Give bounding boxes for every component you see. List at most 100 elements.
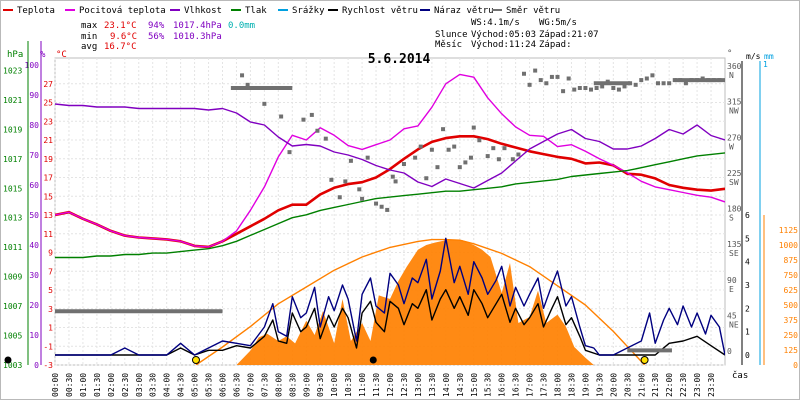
wind-dir-tick: 315 — [727, 98, 742, 107]
wind-dir-point — [329, 177, 334, 182]
wind-dir-tick: 225 — [727, 169, 742, 178]
wind-dir-point — [622, 84, 627, 89]
wind-dir-point — [365, 155, 370, 160]
series-layer — [55, 68, 725, 364]
x-tick-label: 11:30 — [372, 373, 381, 397]
wind-dir-tick-letter: W — [729, 142, 734, 151]
x-tick-label: 06:00 — [219, 373, 228, 397]
pressure-tick: 1013 — [3, 214, 22, 223]
wind-speed-tick: 4 — [745, 258, 750, 267]
temperature-tick: 21 — [43, 136, 53, 145]
wind-dir-point — [527, 82, 532, 87]
sun-rise: Východ:05:03 — [471, 30, 536, 40]
stats-block: max 23.1°C 94% 1017.4hPa 0.0mm min 9.6°C… — [81, 21, 255, 52]
temperature-tick: 7 — [48, 267, 53, 276]
x-tick-label: 19:30 — [595, 373, 604, 397]
chart-title: 5.6.2014 — [368, 52, 431, 67]
solar-tick: 375 — [784, 316, 799, 325]
temperature-tick: 13 — [43, 211, 53, 220]
pressure-tick: 1023 — [3, 66, 22, 75]
x-tick-label: 21:30 — [651, 373, 660, 397]
moon-label: Měsíc — [435, 40, 462, 50]
x-tick-label: 17:00 — [526, 373, 535, 397]
wind-dir-point — [413, 155, 418, 160]
solar-tick: 125 — [784, 346, 799, 355]
x-tick-label: 09:00 — [302, 373, 311, 397]
series-feels_like-line — [55, 73, 725, 248]
sunset-marker — [640, 356, 649, 364]
wind-speed-info: WS:4.1m/s — [471, 18, 520, 28]
wind-dir-tick-letter: SW — [729, 178, 739, 187]
x-tick-label: 14:00 — [442, 373, 451, 397]
wind-dir-point — [611, 86, 616, 90]
wind-gust-info: WG:5m/s — [539, 18, 577, 28]
wind-dir-point — [452, 144, 457, 149]
wind-dir-point — [633, 82, 638, 87]
wind-dir-point — [287, 150, 292, 155]
wind-speed-axis-label: m/s — [746, 52, 761, 61]
wind-dir-point — [390, 174, 395, 179]
axes-layer: 00:00 00:30 01:00 01:30 02:00 02:30 03:00 03:30… — [3, 41, 798, 397]
x-tick-label: 00:00 — [51, 373, 60, 397]
wind-dir-tick: 90 — [727, 276, 737, 285]
wind-dir-point — [343, 179, 348, 184]
x-tick-label: 22:30 — [679, 373, 688, 397]
temperature-axis-label: °C — [56, 50, 67, 60]
wind-dir-point — [661, 81, 666, 86]
wind-dir-point — [561, 89, 566, 94]
wind-dir-point — [594, 86, 599, 90]
x-tick-label: 03:00 — [135, 373, 144, 397]
wind-dir-point — [510, 157, 515, 162]
stats-max-temp: 23.1°C — [104, 21, 137, 31]
pressure-tick: 1007 — [3, 302, 22, 311]
pressure-tick: 1011 — [3, 243, 22, 252]
wind-speed-tick: 2 — [745, 304, 750, 313]
wind-dir-tick-letter: SE — [729, 249, 739, 258]
wind-speed-tick: 5 — [745, 234, 750, 243]
x-tick-label: 07:00 — [246, 373, 255, 397]
x-tick-label: 22:00 — [665, 373, 674, 397]
wind-dir-point — [555, 74, 560, 79]
x-tick-label: 03:30 — [149, 373, 158, 397]
sun-set: Západ:21:07 — [539, 30, 599, 40]
wind-dir-point — [502, 146, 507, 151]
moon-rise: Východ:11:24 — [471, 40, 536, 50]
wind-speed-tick: 0 — [745, 351, 750, 360]
humidity-axis-label: % — [40, 50, 46, 60]
x-tick-label: 23:30 — [707, 373, 716, 397]
wind-dir-point — [463, 160, 468, 165]
wind-dir-point — [600, 84, 605, 89]
wind-dir-point — [616, 87, 621, 92]
temperature-tick: 1 — [48, 324, 53, 333]
wind-dir-point — [577, 86, 582, 90]
x-axis-label: čas — [732, 370, 748, 381]
wind-dir-point — [240, 73, 245, 78]
x-tick-label: 21:00 — [637, 373, 646, 397]
wind-dir-point — [385, 207, 390, 212]
wind-dir-point — [491, 146, 496, 151]
wind-dir-point — [639, 78, 644, 83]
x-tick-label: 10:00 — [330, 373, 339, 397]
solar-tick: 500 — [784, 301, 799, 310]
temperature-tick: 27 — [43, 80, 53, 89]
x-tick-label: 04:30 — [177, 373, 186, 397]
sun-label: Slunce — [435, 30, 468, 40]
x-tick-label: 16:30 — [512, 373, 521, 397]
wind-dir-point — [262, 101, 267, 106]
pressure-tick: 1021 — [3, 96, 22, 105]
wind-dir-point — [656, 81, 660, 86]
legend: Teplota Pocitová teplota Vlhkost Tlak Srážky… — [3, 6, 560, 16]
legend-label: Tlak — [245, 6, 267, 16]
stats-avg-temp: 16.7°C — [104, 42, 137, 52]
wind-dir-point — [516, 152, 521, 157]
pressure-tick: 1009 — [3, 273, 22, 282]
x-tick-label: 02:00 — [107, 373, 116, 397]
x-tick-label: 05:30 — [205, 373, 214, 397]
wind-dir-point — [477, 138, 482, 143]
legend-label: Vlhkost — [184, 6, 222, 16]
wind-dir-point — [446, 147, 451, 152]
temperature-tick: 17 — [43, 174, 53, 183]
solar-layer — [195, 238, 646, 365]
x-tick-label: 05:00 — [191, 373, 200, 397]
temperature-tick: 9 — [48, 249, 53, 258]
